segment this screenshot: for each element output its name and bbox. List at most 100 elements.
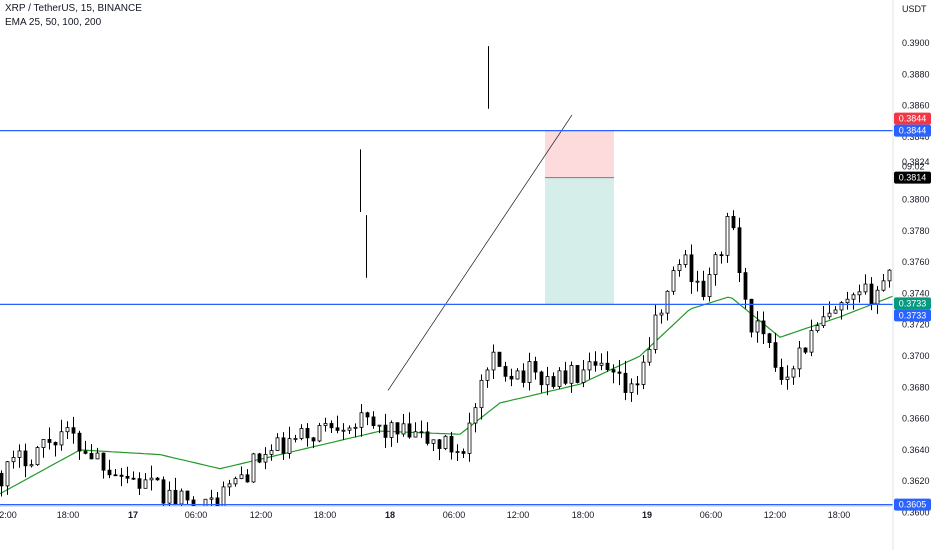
candle	[761, 311, 766, 344]
candle	[419, 420, 424, 438]
candle	[131, 471, 136, 481]
candle	[731, 210, 736, 231]
candle	[5, 460, 10, 495]
candle	[617, 359, 622, 386]
candle	[377, 424, 382, 434]
candle	[455, 444, 460, 462]
candle	[683, 250, 688, 268]
price-tick-label: 0.3860	[902, 101, 930, 111]
price-tick-label: 0.3600	[902, 508, 930, 518]
price-axis-background[interactable]	[893, 0, 932, 550]
candle	[383, 413, 388, 449]
candle	[281, 432, 286, 460]
indicator-legend-ema[interactable]: EMA 25, 50, 100, 200	[5, 17, 102, 28]
candle	[773, 332, 778, 372]
candle	[857, 284, 862, 303]
candle	[53, 441, 58, 457]
candle	[143, 473, 148, 489]
time-tick-label: 17	[128, 510, 138, 520]
candle	[167, 481, 172, 510]
candle	[671, 266, 676, 295]
candle	[125, 466, 130, 484]
candle	[497, 351, 502, 367]
svg-text:0.3814: 0.3814	[899, 173, 927, 183]
price-tick-label: 0.3780	[902, 226, 930, 236]
candle-series	[0, 46, 932, 535]
candle	[239, 466, 244, 480]
target-zone[interactable]	[545, 177, 614, 305]
candle	[881, 273, 886, 292]
level-price-badge: 0.3605	[894, 498, 931, 511]
price-tick-label: 0.3680	[902, 382, 930, 392]
candle	[275, 433, 280, 451]
candle	[491, 344, 496, 379]
candle	[29, 459, 34, 468]
time-axis-background[interactable]	[0, 506, 893, 550]
candle	[257, 452, 262, 464]
candle	[659, 309, 664, 324]
candle	[611, 364, 616, 384]
candle	[539, 370, 544, 393]
candle	[311, 436, 316, 449]
candle	[35, 445, 40, 466]
candle	[851, 292, 856, 310]
stop-zone[interactable]	[545, 130, 614, 178]
candle	[533, 356, 538, 380]
candle	[767, 332, 772, 348]
candle	[155, 476, 160, 481]
candle	[293, 434, 298, 443]
candle	[545, 366, 550, 396]
candle	[437, 439, 442, 461]
price-tick-label: 0.3620	[902, 476, 930, 486]
candle	[65, 421, 70, 439]
trendline-drawing[interactable]	[387, 114, 573, 391]
horizontal-levels[interactable]	[0, 129, 893, 506]
candle	[599, 353, 604, 371]
candle	[527, 352, 532, 391]
candle	[41, 439, 46, 458]
candle	[365, 411, 370, 426]
time-tick-label: 12:00	[250, 510, 273, 520]
candle	[137, 472, 142, 495]
trendline[interactable]	[387, 114, 573, 391]
time-tick-label: 18	[385, 510, 395, 520]
position-tool[interactable]	[545, 130, 614, 305]
candle	[821, 306, 826, 328]
candle	[113, 469, 118, 477]
time-tick-label: 06:00	[185, 510, 208, 520]
level-price-badge: 0.3844	[894, 124, 931, 137]
currency-label: USDT	[902, 4, 927, 14]
candle	[461, 448, 466, 459]
candle	[173, 477, 178, 506]
candle	[677, 259, 682, 277]
time-tick-label: 06:00	[443, 510, 466, 520]
candle	[221, 481, 226, 511]
candle	[83, 440, 88, 455]
candle	[77, 430, 82, 460]
candle	[341, 423, 346, 440]
price-tick-label: 0.3760	[902, 257, 930, 267]
candle	[107, 459, 112, 479]
ema-line	[0, 271, 932, 495]
price-tick-label: 0.3800	[902, 195, 930, 205]
candle	[227, 479, 232, 496]
candle	[581, 359, 586, 388]
svg-text:0.3733: 0.3733	[899, 310, 927, 320]
price-tick-label: 0.3880	[902, 69, 930, 79]
candle	[833, 306, 838, 314]
time-tick-label: 19	[642, 510, 652, 520]
price-tick-label: 0.3840	[902, 132, 930, 142]
candle	[233, 476, 238, 487]
candle	[503, 361, 508, 382]
candle	[209, 489, 214, 507]
candle	[335, 415, 340, 434]
symbol-title[interactable]: XRP / TetherUS, 15, BINANCE	[5, 3, 142, 14]
candle	[119, 467, 124, 487]
candle	[59, 419, 64, 451]
candle	[749, 298, 754, 338]
candle	[515, 368, 520, 380]
candle	[695, 270, 700, 292]
stop-price-badge: 0.3844	[894, 112, 931, 125]
candle	[521, 363, 526, 388]
